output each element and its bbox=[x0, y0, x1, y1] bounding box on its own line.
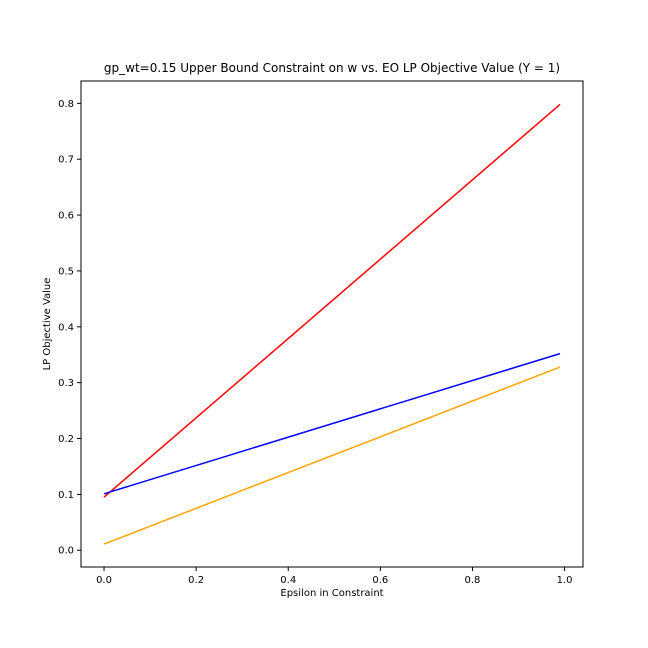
x-axis: 0.0 0.2 0.4 0.6 0.8 1.0 bbox=[96, 567, 573, 586]
series-line-2 bbox=[103, 352, 561, 495]
y-tick-label: 0.1 bbox=[58, 490, 74, 501]
series-line-3 bbox=[103, 366, 561, 545]
x-tick-label: 1.0 bbox=[557, 575, 573, 586]
y-tick-label: 0.7 bbox=[58, 155, 74, 166]
chart-title: gp_wt=0.15 Upper Bound Constraint on w v… bbox=[104, 61, 560, 75]
y-axis-label: LP Objective Value bbox=[42, 278, 53, 371]
x-tick-label: 0.8 bbox=[465, 575, 481, 586]
series-layer bbox=[103, 103, 561, 545]
y-tick-label: 0.2 bbox=[58, 434, 74, 445]
x-tick-label: 0.4 bbox=[280, 575, 296, 586]
y-tick-label: 0.0 bbox=[58, 546, 74, 557]
y-tick-label: 0.3 bbox=[58, 378, 74, 389]
y-tick-label: 0.4 bbox=[58, 322, 74, 333]
series-line-1 bbox=[103, 103, 561, 498]
y-tick-label: 0.6 bbox=[58, 211, 74, 222]
plot-frame bbox=[80, 80, 584, 568]
y-axis: 0.0 0.1 0.2 0.3 0.4 0.5 0.6 0.7 0.8 bbox=[58, 99, 81, 557]
x-tick-label: 0.6 bbox=[372, 575, 388, 586]
x-tick-label: 0.2 bbox=[188, 575, 204, 586]
y-tick-label: 0.8 bbox=[58, 99, 74, 110]
x-tick-label: 0.0 bbox=[96, 575, 112, 586]
y-tick-label: 0.5 bbox=[58, 266, 74, 277]
x-axis-label: Epsilon in Constraint bbox=[280, 588, 383, 599]
